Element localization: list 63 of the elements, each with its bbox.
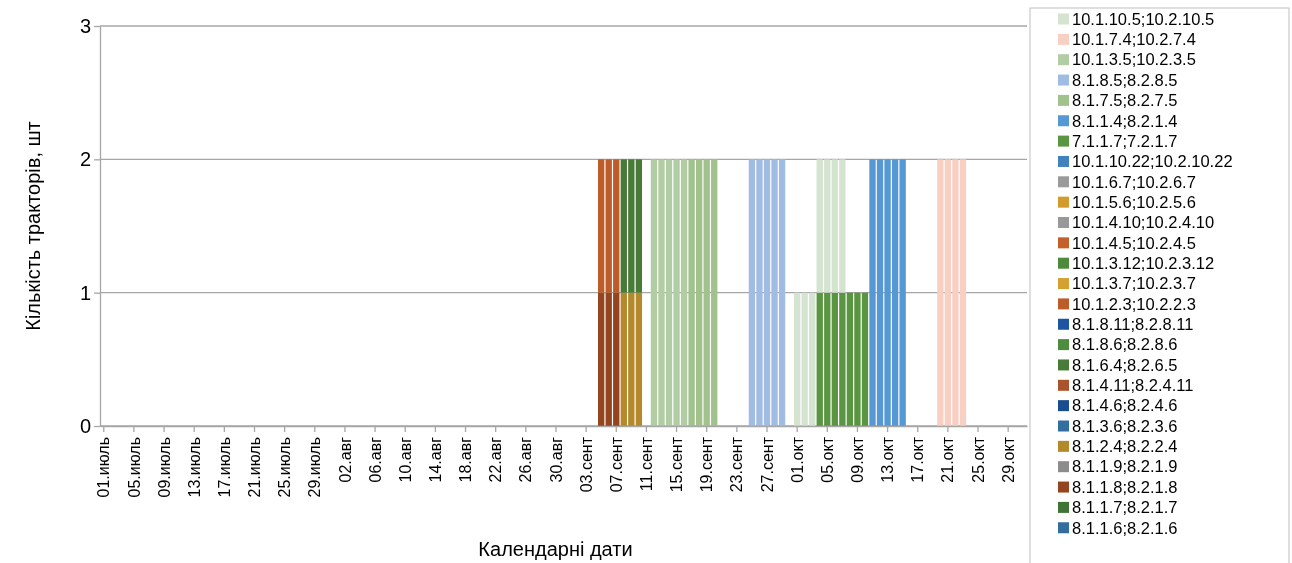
x-tick-label: 11.сент [638,436,655,492]
x-tick-label: 05.окт [818,436,836,483]
legend-label: 8.1.1.8;8.2.1.8 [1072,477,1178,496]
legend-label: 8.1.2.4;8.2.2.4 [1072,437,1178,456]
legend-label: 8.1.3.6;8.2.3.6 [1072,416,1178,435]
legend-label: 10.1.10.5;10.2.10.5 [1072,9,1215,28]
x-tick-label: 09.окт [849,436,867,483]
x-tick-label: 05.июль [125,437,143,498]
legend-label: 7.1.1.7;7.2.1.7 [1072,131,1178,150]
x-tick-label: 29.июль [306,437,324,498]
legend-label: 8.1.6.4;8.2.6.5 [1072,355,1178,374]
legend-label: 10.1.3.5;10.2.3.5 [1072,50,1196,69]
x-tick-label: 03.сент [577,436,595,493]
x-tick-label: 25.июль [276,437,294,498]
legend-label: 8.1.8.11;8.2.8.11 [1072,315,1194,334]
legend-label: 8.1.1.4;8.2.1.4 [1072,111,1178,130]
x-tick-label: 29.окт [999,436,1017,483]
legend-label: 10.1.4.10;10.2.4.10 [1072,213,1215,232]
legend-label: 10.1.10.22;10.2.10.22 [1072,152,1233,171]
x-tick-label: 01.июль [95,437,113,498]
x-tick-label: 06.авг [366,436,384,483]
x-tick-label: 26.авг [517,436,535,483]
x-tick-label: 18.авг [457,436,475,483]
y-tick-label: 0 [79,414,91,437]
x-tick-label: 17.окт [909,436,927,483]
x-axis-title: Календарні дати [478,538,633,560]
x-tick-label: 13.июль [185,437,203,498]
x-tick-label: 23.сент [728,436,746,493]
x-tick-label: 10.авг [396,436,414,483]
x-tick-label: 17.июль [215,437,233,498]
legend-label: 10.1.6.7;10.2.6.7 [1072,172,1196,191]
x-tick-label: 14.авг [426,436,444,483]
x-tick-label: 25.окт [969,436,987,483]
x-tick-label: 07.сент [607,436,625,493]
x-tick-label: 15.сент [668,436,686,493]
x-tick-label: 02.авг [336,436,354,483]
legend-label: 10.1.5.6;10.2.5.6 [1072,192,1196,211]
legend-label: 8.1.4.11;8.2.4.11 [1072,376,1194,395]
legend-label: 8.1.8.6;8.2.8.6 [1072,335,1178,354]
x-tick-label: 21.июль [246,437,264,498]
y-tick-label: 3 [79,14,91,37]
x-tick-label: 13.окт [879,436,897,483]
legend-label: 10.1.3.7;10.2.3.7 [1072,274,1196,293]
y-tick-label: 1 [79,281,91,304]
legend-label: 10.1.7.4;10.2.7.4 [1072,30,1196,49]
x-tick-label: 01.окт [788,436,806,483]
legend-label: 10.1.2.3;10.2.2.3 [1072,294,1196,313]
x-tick-label: 21.окт [939,436,957,483]
y-tick-label: 2 [79,148,91,171]
legend-label: 8.1.1.6;8.2.1.6 [1072,518,1178,537]
legend-label: 10.1.3.12;10.2.3.12 [1072,253,1215,272]
legend-label: 8.1.1.7;8.2.1.7 [1072,498,1178,517]
x-tick-label: 09.июль [155,437,173,498]
x-tick-label: 30.авг [547,436,565,483]
legend-label: 8.1.4.6;8.2.4.6 [1072,396,1178,415]
x-tick-label: 27.сент [758,436,776,493]
y-axis-title: Кількість тракторів, шт [22,121,44,331]
legend-label: 10.1.4.5;10.2.4.5 [1072,233,1196,252]
legend-label: 8.1.8.5;8.2.8.5 [1072,70,1178,89]
x-tick-label: 19.сент [698,436,716,493]
x-tick-label: 22.авг [487,436,505,483]
legend-label: 8.1.7.5;8.2.7.5 [1072,91,1178,110]
legend-label: 8.1.1.9;8.2.1.9 [1072,457,1178,476]
